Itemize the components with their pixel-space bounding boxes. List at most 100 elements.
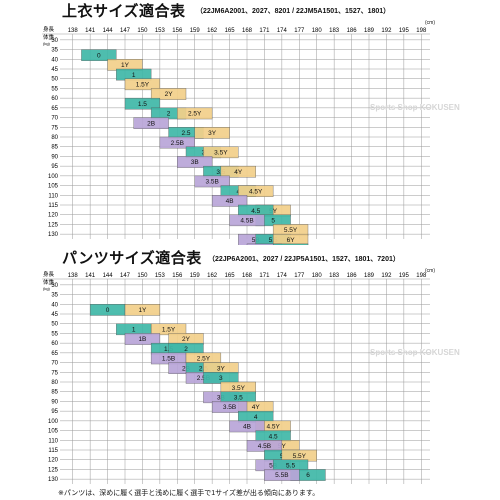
size-label-2Y: 2Y: [182, 336, 191, 343]
size-label-2.5: 2.5: [181, 130, 190, 137]
weight-tick-label: 85: [51, 145, 58, 151]
size-label-1.5Y: 1.5Y: [136, 82, 150, 89]
weight-tick-label: 105: [48, 184, 59, 190]
height-tick-label: 192: [381, 273, 392, 279]
weight-tick-label: 125: [48, 467, 59, 473]
weight-tick-label: 30: [51, 38, 58, 44]
size-label-5Y: 5Y: [278, 443, 287, 450]
weight-tick-label: 80: [51, 380, 58, 386]
size-block-3.5B: [211, 401, 248, 413]
weight-tick-label: 125: [48, 222, 59, 228]
weight-tick-label: 130: [48, 477, 59, 483]
size-label-4B: 4B: [243, 424, 251, 431]
size-label-1: 1: [132, 327, 136, 334]
size-block-5.5B: [264, 469, 300, 481]
size-block-2.5B: [159, 136, 195, 149]
size-label-4.5Y: 4.5Y: [266, 424, 280, 431]
size-label-2Y: 2Y: [165, 91, 174, 98]
size-block-3B: [177, 156, 213, 168]
height-tick-label: 156: [172, 28, 183, 34]
size-block-4B: [211, 195, 248, 207]
watermark: Sports Shop KOKUSEN: [370, 348, 460, 357]
size-block-2.5Y: [177, 107, 213, 120]
height-tick-label: 180: [312, 273, 323, 279]
height-tick-label: 156: [172, 273, 183, 279]
chart1-subtitle: （22JM6A2001、2027、8201 / 22JM5A1501、1527、…: [196, 8, 391, 15]
weight-tick-label: 100: [48, 419, 59, 425]
weight-tick-label: 45: [51, 67, 58, 73]
corner-height-label: 身長: [43, 25, 55, 33]
size-label-5.5Y: 5.5Y: [284, 227, 298, 234]
size-block-2B: [133, 117, 169, 129]
weight-tick-label: 130: [48, 232, 59, 238]
size-label-3: 3: [219, 375, 223, 382]
weight-tick-label: 40: [51, 57, 58, 63]
weight-tick-label: 60: [51, 341, 58, 347]
size-label-5.5B: 5.5B: [275, 472, 288, 479]
height-tick-label: 165: [225, 273, 236, 279]
weight-tick-label: 65: [51, 106, 58, 112]
size-label-4.5Y: 4.5Y: [249, 188, 263, 195]
weight-tick-label: 50: [51, 322, 58, 328]
height-tick-label: 180: [312, 28, 323, 34]
size-label-3.5: 3.5: [234, 395, 243, 402]
height-tick-label: 189: [364, 28, 375, 34]
size-label-4B: 4B: [226, 198, 234, 205]
height-tick-label: 138: [68, 28, 79, 34]
weight-tick-label: 110: [48, 193, 58, 199]
size-label-3.5B: 3.5B: [205, 179, 218, 186]
footnote: ※パンツは、深めに履く選手と浅めに履く選手で1サイズ差が出る傾向にあります。: [58, 490, 320, 497]
weight-tick-label: 100: [48, 174, 59, 180]
size-label-3B: 3B: [191, 159, 199, 166]
size-label-4Y: 4Y: [252, 404, 261, 411]
size-label-5Y: 5Y: [269, 208, 278, 215]
height-tick-label: 150: [137, 273, 148, 279]
size-block-1.5: [124, 97, 161, 110]
height-tick-label: 195: [399, 273, 410, 279]
size-label-4.5B: 4.5B: [258, 443, 271, 450]
height-tick-label: 174: [277, 28, 288, 34]
size-label-2B: 2B: [147, 120, 155, 127]
size-label-1: 1: [132, 72, 136, 79]
weight-tick-label: 70: [51, 116, 58, 122]
size-label-6Y: 6Y: [287, 237, 296, 244]
size-label-2: 2: [167, 111, 171, 118]
height-tick-label: 177: [294, 28, 305, 34]
size-block-4.5B: [229, 214, 265, 227]
size-block-3Y: [194, 127, 230, 139]
watermark: Sports Shop KOKUSEN: [370, 103, 460, 112]
height-tick-label: 186: [347, 273, 358, 279]
height-tick-label: 192: [381, 28, 392, 34]
size-label-3Y: 3Y: [217, 365, 226, 372]
size-label-3Y: 3Y: [208, 130, 217, 137]
weight-tick-label: 80: [51, 135, 58, 141]
weight-tick-label: 90: [51, 154, 58, 160]
weight-tick-label: 65: [51, 351, 58, 357]
weight-tick-label: 110: [48, 438, 58, 444]
chart2-title: パンツサイズ適合表: [62, 250, 202, 267]
weight-unit-label: (kg): [43, 41, 51, 46]
height-tick-label: 153: [155, 273, 166, 279]
height-tick-label: 195: [399, 28, 410, 34]
height-tick-label: 141: [85, 28, 96, 34]
size-block-1Y: [124, 304, 161, 316]
size-block-6: [272, 243, 309, 245]
height-tick-label: 174: [277, 273, 288, 279]
weight-tick-label: 55: [51, 331, 58, 337]
height-tick-label: 147: [120, 28, 131, 34]
height-tick-label: 198: [416, 28, 427, 34]
height-tick-label: 177: [294, 273, 305, 279]
corner-weight-label: 体重: [43, 33, 55, 41]
weight-tick-label: 30: [51, 283, 58, 289]
size-block-4B: [229, 420, 265, 433]
size-label-4: 4: [254, 414, 258, 421]
size-label-1.5: 1.5: [138, 101, 147, 108]
weight-tick-label: 40: [51, 302, 58, 308]
weight-tick-label: 120: [48, 458, 59, 464]
height-tick-label: 162: [207, 273, 218, 279]
size-block-3.5B: [194, 175, 230, 188]
height-tick-label: 183: [329, 28, 340, 34]
size-label-4.5: 4.5: [269, 433, 278, 440]
